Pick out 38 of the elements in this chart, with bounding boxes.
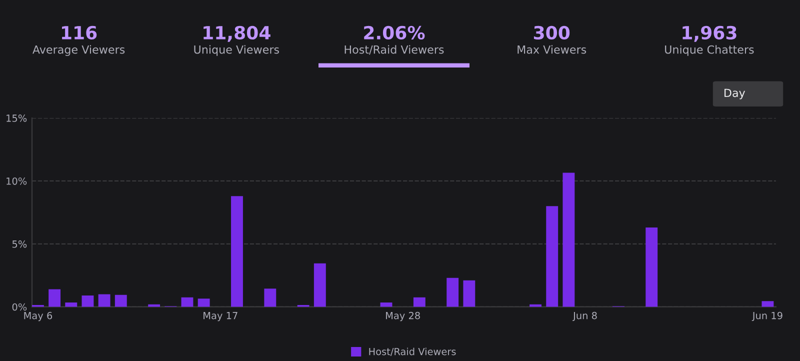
bar (546, 206, 558, 307)
text: 116 (62, 26, 97, 40)
text: 1,963 (682, 26, 736, 42)
bar (98, 294, 110, 307)
bar (48, 289, 61, 307)
bar (65, 302, 78, 307)
bar (82, 296, 94, 307)
bar (413, 297, 426, 307)
x-tick-label: May 28 (386, 312, 420, 322)
bar (446, 278, 459, 307)
bar (314, 263, 326, 307)
text: Max Viewers (518, 45, 586, 54)
bar (198, 298, 210, 307)
x-tick-label: Jun 19 (752, 312, 782, 322)
legend-label: Host/Raid Viewers (369, 348, 456, 356)
text: Unique Viewers (194, 45, 279, 56)
bar (646, 228, 658, 307)
y-tick-label: 5% (12, 240, 27, 248)
bar (231, 196, 243, 307)
x-tick-label: Jun 8 (572, 312, 597, 322)
bar (463, 280, 476, 307)
y-tick-label: 15% (6, 114, 27, 122)
bar (762, 301, 774, 307)
bar (181, 297, 194, 307)
text: 300 (534, 26, 570, 40)
text: Unique Chatters (665, 45, 754, 56)
bar (264, 288, 276, 307)
bar (562, 172, 575, 307)
x-tick-label: May 17 (204, 312, 238, 322)
text: Average Viewers (32, 45, 125, 56)
text: Day (724, 88, 746, 100)
bar (114, 294, 127, 307)
text: Host/Raid Viewers (344, 45, 444, 55)
y-tick-label: 10% (6, 177, 27, 185)
y-tick-label: 0% (12, 303, 27, 311)
text: 2.06% (364, 26, 425, 40)
x-tick-label: May 6 (24, 312, 52, 322)
text: 11,804 (204, 26, 270, 42)
